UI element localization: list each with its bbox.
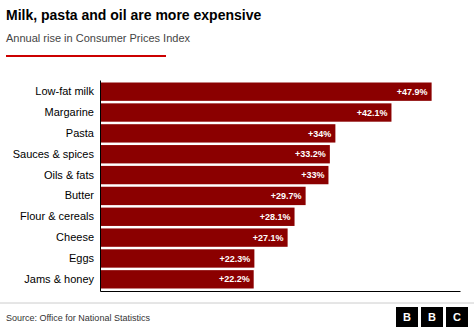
data-label: +47.9% [397,87,428,97]
y-tick-label: Margarine [44,106,94,118]
y-tick-label: Cheese [56,231,94,243]
bar [100,249,254,267]
y-tick: Jams & honey [24,273,94,285]
separator [6,55,166,57]
logo-letter: C [453,311,461,323]
footer-separator [0,303,474,304]
data-labels: +22.2% +22.3% +27.1% +28.1% +29.7% +33% +33.2%… [219,87,428,285]
logo: BBC [396,307,468,327]
bar [100,187,306,205]
data-label: +27.1% [253,233,284,243]
y-tick-label: Butter [65,189,95,201]
y-tick: Flour & cereals [20,210,94,222]
bar [100,103,391,121]
y-tick-label: Oils & fats [44,169,95,181]
source: Source: Office for National Statistics [6,313,150,323]
y-tick-label: Eggs [69,252,95,264]
data-label: +33.2% [295,149,326,159]
logo-box [396,307,418,327]
y-tick: Sauces & spices [13,148,95,160]
logo-letter: B [428,311,436,323]
bar [100,124,335,142]
y-tick-label: Jams & honey [24,273,94,285]
y-tick-label: Flour & cereals [20,210,94,222]
data-label: +29.7% [271,191,302,201]
x-axis [101,291,461,292]
bars [100,83,432,289]
logo-letter: B [403,311,411,323]
bar [100,166,328,184]
data-label: +33% [301,170,324,180]
bar [100,270,254,288]
y-tick-label: Sauces & spices [13,148,95,160]
y-tick: Low-fat milk [35,85,94,97]
data-label: +22.2% [219,274,250,284]
data-label: +34% [308,129,331,139]
y-axis-line [100,81,101,292]
y-tick-label: Pasta [66,127,95,139]
bar [100,228,288,246]
y-tick: Oils & fats [44,169,95,181]
logo-box [446,307,468,327]
chart-svg: Milk, pasta and oil are more expensive An… [0,0,474,333]
subtitle: Annual rise in Consumer Prices Index [6,32,191,44]
y-tick: Butter [65,189,95,201]
y-tick: Pasta [66,127,95,139]
data-label: +42.1% [357,108,388,118]
y-axis: Jams & honey Eggs Cheese Flour & cereals But… [13,81,101,292]
y-tick: Cheese [56,231,94,243]
bar [100,145,330,163]
y-tick: Margarine [44,106,94,118]
logo-box [421,307,443,327]
logo-text: BBC [403,311,461,323]
y-tick-label: Low-fat milk [35,85,94,97]
bar [100,208,295,226]
x-axis-line [101,291,461,292]
bar [100,83,432,101]
y-tick: Eggs [69,252,95,264]
plot-area: +22.2% +22.3% +27.1% +28.1% +29.7% +33% +33.2%… [13,81,461,292]
title: Milk, pasta and oil are more expensive [6,7,261,23]
data-label: +28.1% [260,212,291,222]
data-label: +22.3% [220,254,251,264]
